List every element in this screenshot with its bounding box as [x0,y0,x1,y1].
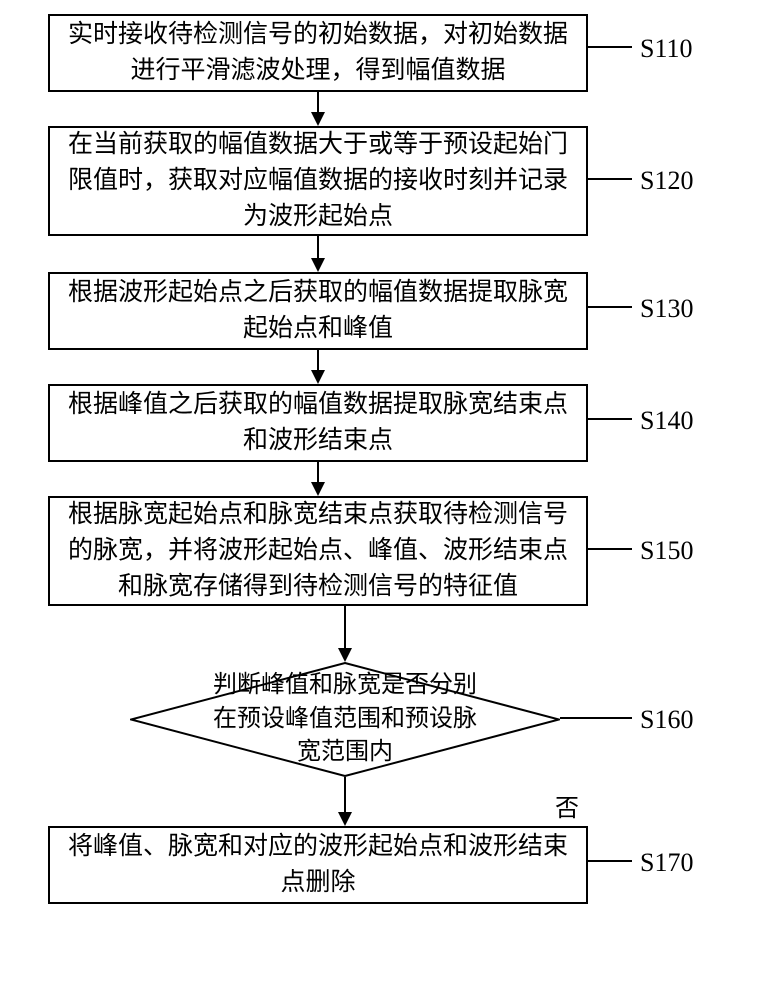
edge-label-no: 否 [555,788,579,823]
step-text: 将峰值、脉宽和对应的波形起始点和波形结束点删除 [60,829,576,902]
leader-s170 [588,860,632,862]
leader-s140 [588,418,632,420]
step-text: 根据脉宽起始点和脉宽结束点获取待检测信号的脉宽，并将波形起始点、峰值、波形结束点… [60,497,576,606]
leader-s130 [588,306,632,308]
step-s110: 实时接收待检测信号的初始数据，对初始数据进行平滑滤波处理，得到幅值数据 [48,14,588,92]
leader-s110 [588,46,632,48]
step-label-s140: S140 [640,406,693,436]
step-s120: 在当前获取的幅值数据大于或等于预设起始门限值时，获取对应幅值数据的接收时刻并记录… [48,126,588,236]
decision-text: 判断峰值和脉宽是否分别在预设峰值范围和预设脉宽范围内 [203,669,487,770]
leader-s120 [588,178,632,180]
step-s170: 将峰值、脉宽和对应的波形起始点和波形结束点删除 [48,826,588,904]
leader-s160 [560,717,632,719]
step-text: 根据波形起始点之后获取的幅值数据提取脉宽起始点和峰值 [60,275,576,348]
step-label-s150: S150 [640,536,693,566]
flowchart: 实时接收待检测信号的初始数据，对初始数据进行平滑滤波处理，得到幅值数据 S110… [0,0,767,1000]
step-s130: 根据波形起始点之后获取的幅值数据提取脉宽起始点和峰值 [48,272,588,350]
step-label-s120: S120 [640,166,693,196]
step-text: 根据峰值之后获取的幅值数据提取脉宽结束点和波形结束点 [60,387,576,460]
step-text: 实时接收待检测信号的初始数据，对初始数据进行平滑滤波处理，得到幅值数据 [60,17,576,90]
step-s150: 根据脉宽起始点和脉宽结束点获取待检测信号的脉宽，并将波形起始点、峰值、波形结束点… [48,496,588,606]
leader-s150 [588,548,632,550]
step-text: 在当前获取的幅值数据大于或等于预设起始门限值时，获取对应幅值数据的接收时刻并记录… [60,127,576,236]
step-label-s160: S160 [640,705,693,735]
step-label-s130: S130 [640,294,693,324]
decision-s160: 判断峰值和脉宽是否分别在预设峰值范围和预设脉宽范围内 [130,662,560,777]
step-label-s110: S110 [640,34,693,64]
step-label-s170: S170 [640,848,693,878]
step-s140: 根据峰值之后获取的幅值数据提取脉宽结束点和波形结束点 [48,384,588,462]
